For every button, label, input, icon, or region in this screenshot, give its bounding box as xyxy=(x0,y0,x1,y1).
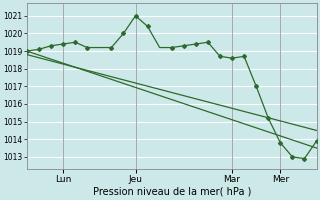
X-axis label: Pression niveau de la mer( hPa ): Pression niveau de la mer( hPa ) xyxy=(92,187,251,197)
